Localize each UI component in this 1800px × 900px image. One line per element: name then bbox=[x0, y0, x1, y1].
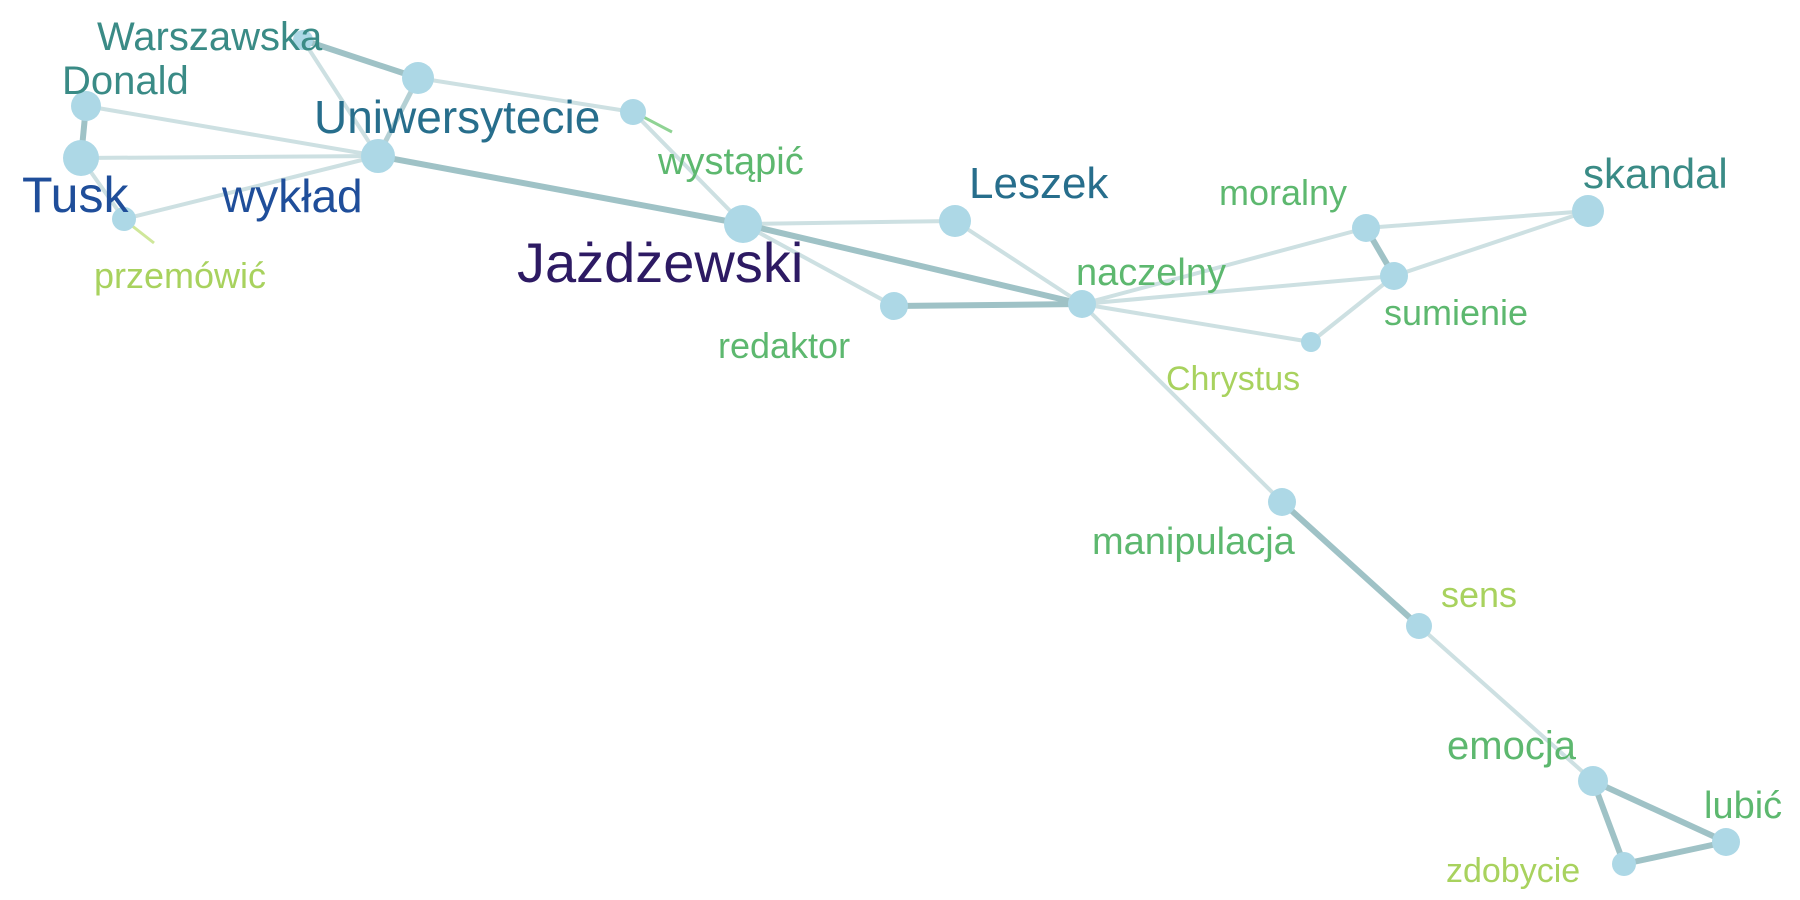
label-warszawska: Warszawska bbox=[97, 15, 323, 59]
node-emocja bbox=[1578, 766, 1608, 796]
edge-moralny-skandal bbox=[1364, 209, 1590, 230]
edge-jazdzewski-naczelny bbox=[740, 221, 1085, 307]
edge-naczelny-chrystus bbox=[1080, 302, 1313, 344]
label-zdobycie: zdobycie bbox=[1446, 852, 1580, 890]
label-manipulacja: manipulacja bbox=[1092, 521, 1296, 563]
nodes-layer bbox=[63, 30, 1740, 876]
edge-redaktor-naczelny bbox=[891, 301, 1085, 309]
node-redaktor bbox=[880, 292, 908, 320]
edge-sumienie-chrystus bbox=[1309, 274, 1396, 344]
edge-tusk-wyklad bbox=[79, 154, 380, 160]
edge-wystapic-jazdzewski bbox=[631, 110, 745, 226]
edge-donald-wyklad bbox=[84, 104, 380, 158]
node-manipulacja bbox=[1268, 488, 1296, 516]
label-przemowic: przemówić bbox=[94, 255, 266, 296]
label-emocja: emocja bbox=[1447, 724, 1577, 768]
edge-jazdzewski-redaktor bbox=[741, 222, 896, 308]
label-leszek: Leszek bbox=[969, 159, 1109, 208]
label-chrystus: Chrystus bbox=[1166, 360, 1300, 398]
edge-sens-emocja bbox=[1417, 624, 1595, 783]
labels-layer: Warszawska Donald Uniwersytecie Tusk wyk… bbox=[22, 15, 1782, 890]
node-lubic bbox=[1712, 828, 1740, 856]
label-sumienie: sumienie bbox=[1384, 292, 1528, 333]
label-jazdzewski: Jażdżewski bbox=[517, 231, 803, 294]
node-przemowic bbox=[112, 207, 136, 231]
node-donald bbox=[71, 91, 101, 121]
node-zdobycie bbox=[1612, 852, 1636, 876]
node-warszawska bbox=[293, 30, 313, 50]
edge-sumienie-skandal bbox=[1392, 209, 1590, 278]
edge-warszawska-wyklad bbox=[301, 38, 380, 158]
node-tusk bbox=[63, 140, 99, 176]
label-lubic: lubić bbox=[1704, 785, 1782, 827]
edge-przemowic-wyklad bbox=[122, 154, 380, 221]
node-skandal bbox=[1572, 195, 1604, 227]
edge-wyklad-jazdzewski bbox=[375, 153, 746, 227]
edge-manipulacja-sens bbox=[1279, 499, 1422, 629]
node-wyklad bbox=[361, 139, 395, 173]
label-sens: sens bbox=[1441, 574, 1517, 615]
edges-layer bbox=[78, 37, 1729, 867]
label-wyklad: wykład bbox=[221, 170, 363, 222]
label-uniwersytecie: Uniwersytecie bbox=[314, 91, 600, 143]
node-leszek bbox=[939, 205, 971, 237]
label-wystapic: wystąpić bbox=[657, 141, 804, 183]
edge-emocja-lubic bbox=[1590, 778, 1729, 845]
node-uniwersytecie bbox=[402, 62, 434, 94]
edge-uniwersytecie_hub-wystapic bbox=[416, 76, 635, 114]
label-skandal: skandal bbox=[1583, 150, 1728, 197]
node-sumienie bbox=[1380, 262, 1408, 290]
node-sens bbox=[1406, 613, 1432, 639]
label-donald: Donald bbox=[62, 59, 189, 103]
node-jazdzewski bbox=[724, 205, 762, 243]
label-redaktor: redaktor bbox=[718, 325, 850, 366]
node-wystapic bbox=[620, 99, 646, 125]
edge-zdobycie-lubic bbox=[1621, 839, 1729, 867]
edge-naczelny-sumienie bbox=[1080, 274, 1396, 306]
edge-jazdzewski-leszek bbox=[741, 219, 957, 226]
label-moralny: moralny bbox=[1219, 172, 1347, 213]
label-tusk: Tusk bbox=[22, 167, 129, 223]
node-moralny bbox=[1352, 214, 1380, 242]
node-naczelny bbox=[1068, 290, 1096, 318]
edge-warszawska-uniwersytecie_hub bbox=[300, 37, 421, 81]
edge-leszek-naczelny bbox=[953, 219, 1084, 306]
edge-naczelny-moralny bbox=[1080, 226, 1368, 306]
node-chrystus bbox=[1301, 332, 1321, 352]
edge-naczelny-manipulacja bbox=[1080, 302, 1284, 504]
label-naczelny: naczelny bbox=[1076, 252, 1226, 294]
